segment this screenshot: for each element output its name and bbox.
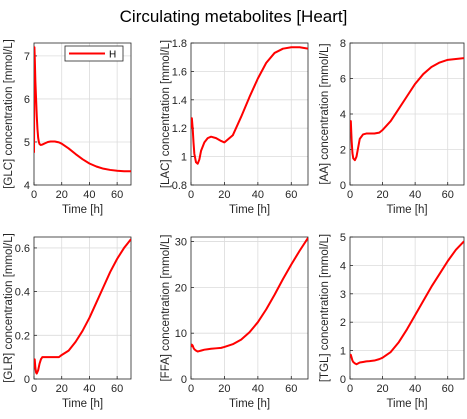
y-tick-label: 0 [181,374,187,386]
x-tick-label: 60 [442,383,454,395]
x-tick-label: 40 [409,383,421,395]
y-tick-label: 10 [175,328,187,340]
x-tick-label: 0 [347,189,353,201]
x-tick-label: 0 [188,189,194,201]
y-tick-label: 1.4 [172,95,187,107]
x-tick-label: 40 [83,189,95,201]
x-axis-label: Time [h] [386,204,427,216]
x-tick-label: 20 [218,189,230,201]
y-tick-label: 4 [340,109,346,121]
y-tick-label: 7 [24,51,30,63]
axes-box [190,236,309,380]
y-tick-label: 0 [24,374,30,386]
subplot-2: 0 20 40 60 0.8 1 1.2 1.4 1.6 1.8 Time [h] [LAC] con… [160,38,309,216]
plot-area [191,43,308,185]
y-tick-label: 6 [340,74,346,86]
x-axis-label: Time [h] [386,398,427,410]
x-tick-label: 60 [111,189,123,201]
x-tick-label: 40 [252,189,264,201]
y-tick-label: 0.2 [15,330,30,342]
y-tick-label: 5 [340,232,346,244]
x-tick-label: 0 [31,189,37,201]
y-tick-label: 1 [340,346,346,358]
subplot-4: 0 20 40 60 0 0.2 0.4 0.6 Time [h] [GLR] concentra… [3,233,132,410]
x-tick-label: 20 [218,383,230,395]
series-line [350,57,464,162]
y-tick-label: 5 [24,137,30,149]
x-axis-label: Time [h] [229,204,270,216]
y-tick-label: 4 [24,180,30,192]
axes-box [349,236,465,380]
x-tick-label: 60 [111,383,123,395]
series-line [350,240,464,366]
x-tick-label: 40 [252,383,264,395]
plot-area [191,237,308,379]
x-tick-label: 20 [376,189,388,201]
y-tick-label: 4 [340,260,346,272]
y-axis-label: [TGL] concentration [mmol/L] [319,234,331,382]
x-axis-label: Time [h] [62,398,103,410]
x-tick-label: 20 [376,383,388,395]
x-tick-label: 60 [285,189,297,201]
y-tick-label: 3 [340,289,346,301]
subplot-1: 0 20 40 60 4 5 6 7 Time [h] [GLC] concentration [… [3,39,132,216]
y-tick-label: 1.8 [172,38,187,50]
y-tick-label: 0 [340,374,346,386]
series-line [34,238,131,375]
series-line [34,46,131,173]
y-tick-label: 1.6 [172,66,187,78]
x-tick-label: 20 [56,383,68,395]
x-tick-label: 20 [56,189,68,201]
subplot-5: 0 20 40 60 0 10 20 30 Time [h] [FFA] concentratio… [160,234,309,410]
y-tick-label: 1.2 [172,123,187,135]
y-axis-label: [LAC] concentration [mmol/L] [160,40,172,188]
plot-area [34,43,131,185]
axes-box [190,42,309,186]
legend-entry: H [109,50,116,61]
x-tick-label: 60 [285,383,297,395]
x-tick-label: 60 [442,189,454,201]
x-axis-label: Time [h] [62,204,103,216]
x-tick-label: 0 [31,383,37,395]
y-axis-label: [AA] concentration [mmol/L] [319,43,331,184]
x-tick-label: 40 [409,189,421,201]
series-line [191,46,308,165]
x-axis-label: Time [h] [229,398,270,410]
y-tick-label: 8 [340,38,346,50]
y-tick-label: 0 [340,180,346,192]
y-tick-label: 2 [340,145,346,157]
y-tick-label: 6 [24,94,30,106]
series-line [191,237,308,353]
subplot-3: 0 20 40 60 0 2 4 6 8 Time [h] [AA] concentration [… [319,38,465,216]
y-axis-label: [GLR] concentration [mmol/L] [3,233,15,383]
y-axis-label: [GLC] concentration [mmol/L] [3,39,15,189]
plot-area [350,237,464,379]
subplot-6: 0 20 40 60 0 1 2 3 4 5 Time [h] [TGL] concentration… [319,232,465,410]
y-tick-label: 20 [175,282,187,294]
y-tick-label: 30 [175,237,187,249]
x-tick-label: 40 [83,383,95,395]
figure-title: Circulating metabolites [Heart] [119,7,348,26]
x-tick-label: 0 [347,383,353,395]
y-tick-label: 0.6 [15,243,30,255]
y-tick-label: 1 [181,152,187,164]
y-tick-label: 2 [340,317,346,329]
y-tick-label: 0.4 [15,287,30,299]
y-axis-label: [FFA] concentration [mmol/L] [160,234,172,381]
y-tick-label: 0.8 [172,180,187,192]
plot-area [34,237,131,379]
axes-box [33,236,132,380]
x-tick-label: 0 [188,383,194,395]
